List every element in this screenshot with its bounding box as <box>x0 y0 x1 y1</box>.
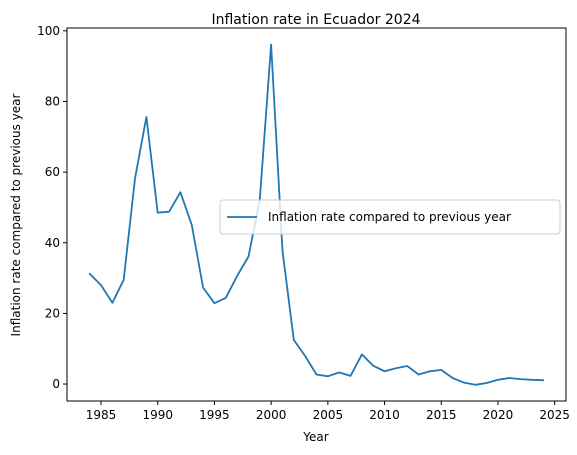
legend-box <box>219 199 561 235</box>
x-tick-label: 1995 <box>199 408 230 422</box>
y-tick-label: 0 <box>52 377 60 391</box>
x-axis: 1985 1990 1995 2000 2005 2010 2015 2020 2025 <box>86 401 570 422</box>
plot-area-frame <box>66 27 567 402</box>
x-tick-label: 2000 <box>256 408 287 422</box>
legend: Inflation rate compared to previous year <box>219 199 561 235</box>
y-tick-label: 40 <box>45 236 60 250</box>
x-tick-label: 2010 <box>369 408 400 422</box>
x-tick-label: 2025 <box>539 408 570 422</box>
y-tick-label: 60 <box>45 165 60 179</box>
series-line <box>88 43 545 386</box>
x-tick-label: 2005 <box>313 408 344 422</box>
y-axis-title: Inflation rate compared to previous year <box>9 93 23 336</box>
x-tick-label: 1985 <box>86 408 117 422</box>
y-axis: 0 20 40 60 80 100 <box>37 24 67 391</box>
x-axis-title: Year <box>302 430 328 444</box>
chart-title: Inflation rate in Ecuador 2024 <box>211 12 420 28</box>
y-tick-label: 80 <box>45 94 60 108</box>
x-tick-label: 2015 <box>426 408 457 422</box>
y-tick-label: 20 <box>45 306 60 320</box>
x-tick-label: 2020 <box>483 408 514 422</box>
y-tick-label: 100 <box>37 24 60 38</box>
legend-label: Inflation rate compared to previous year <box>268 210 511 224</box>
x-tick-label: 1990 <box>142 408 173 422</box>
